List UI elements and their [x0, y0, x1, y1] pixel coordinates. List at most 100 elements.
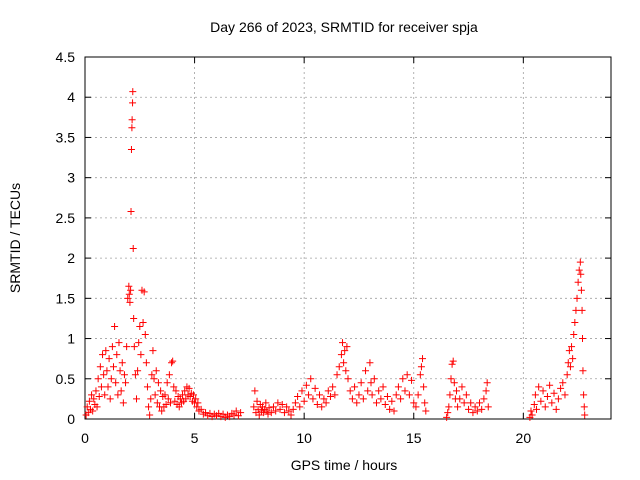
data-point — [285, 407, 293, 415]
data-point — [197, 405, 205, 413]
data-point — [106, 395, 114, 403]
data-point — [182, 395, 190, 403]
data-point — [388, 397, 396, 405]
data-point — [111, 322, 119, 330]
data-point — [294, 392, 302, 400]
data-point — [105, 355, 113, 363]
data-point — [568, 343, 576, 351]
data-point — [139, 318, 147, 326]
data-point — [296, 403, 304, 411]
data-point — [133, 395, 141, 403]
data-point — [364, 387, 372, 395]
data-point — [320, 395, 328, 403]
y-tick-label: 4 — [67, 89, 75, 105]
data-point — [446, 391, 454, 399]
data-point — [153, 399, 161, 407]
data-point — [127, 207, 135, 215]
data-point — [166, 399, 174, 407]
x-axis-label: GPS time / hours — [291, 457, 398, 473]
data-point — [421, 399, 429, 407]
chart-title: Day 266 of 2023, SRMTID for receiver spj… — [210, 19, 478, 35]
data-point — [478, 405, 486, 413]
data-point — [482, 387, 490, 395]
y-tick-label: 1.5 — [56, 290, 76, 306]
data-point — [175, 403, 183, 411]
data-point — [157, 387, 165, 395]
data-point — [357, 379, 365, 387]
data-point — [528, 411, 536, 419]
data-point — [101, 391, 109, 399]
data-point — [280, 409, 288, 417]
data-point — [322, 399, 330, 407]
data-point — [115, 339, 123, 347]
plot-frame — [84, 56, 612, 420]
data-point — [353, 399, 361, 407]
data-point — [253, 397, 261, 405]
data-point — [579, 335, 587, 343]
data-point — [346, 387, 354, 395]
data-point — [454, 403, 462, 411]
x-tick-label: 10 — [296, 430, 312, 446]
data-point — [535, 383, 543, 391]
data-point — [169, 357, 177, 365]
data-point — [149, 347, 157, 355]
grid — [85, 57, 611, 419]
data-point — [447, 375, 455, 383]
data-point — [339, 339, 347, 347]
data-point — [186, 392, 194, 400]
data-point — [127, 146, 135, 154]
data-point — [161, 391, 169, 399]
data-point — [313, 401, 321, 409]
data-point — [452, 387, 460, 395]
data-point — [574, 278, 582, 286]
ticks: 0 0.5 1 1.5 2 2.5 3 3.5 4 4.5 0 5 10 15 20 — [56, 49, 611, 446]
data-point — [168, 359, 176, 367]
data-point — [337, 351, 345, 359]
data-point — [114, 391, 122, 399]
data-point — [410, 399, 418, 407]
data-point — [129, 244, 137, 252]
data-point — [368, 391, 376, 399]
data-point — [383, 392, 391, 400]
data-point — [443, 413, 451, 421]
data-point — [251, 387, 259, 395]
data-point — [578, 306, 586, 314]
data-point — [467, 399, 475, 407]
data-point — [109, 363, 117, 371]
data-point — [255, 411, 263, 419]
data-point — [344, 375, 352, 383]
data-point — [192, 395, 200, 403]
data-point — [333, 371, 341, 379]
data-point — [135, 339, 143, 347]
data-point — [445, 403, 453, 411]
x-tick-label: 0 — [81, 430, 89, 446]
data-point — [136, 322, 144, 330]
data-point — [324, 387, 332, 395]
data-point — [158, 407, 166, 415]
data-point — [370, 375, 378, 383]
data-point — [85, 397, 93, 405]
data-point — [480, 395, 488, 403]
data-point — [571, 318, 579, 326]
data-point — [316, 391, 324, 399]
data-point — [566, 363, 574, 371]
data-point — [340, 359, 348, 367]
data-point — [311, 384, 319, 392]
data-point — [300, 397, 308, 405]
data-point — [151, 391, 159, 399]
data-point — [309, 395, 317, 403]
data-point — [476, 399, 483, 407]
data-point — [548, 399, 556, 407]
data-point — [260, 409, 268, 417]
data-point — [329, 383, 337, 391]
data-point — [417, 363, 425, 371]
data-point — [232, 407, 240, 415]
data-point — [405, 391, 413, 399]
data-point — [124, 294, 132, 302]
data-point — [128, 116, 136, 124]
data-point — [142, 359, 150, 367]
data-point — [298, 387, 306, 395]
data-point — [269, 403, 277, 411]
data-point — [95, 392, 103, 400]
